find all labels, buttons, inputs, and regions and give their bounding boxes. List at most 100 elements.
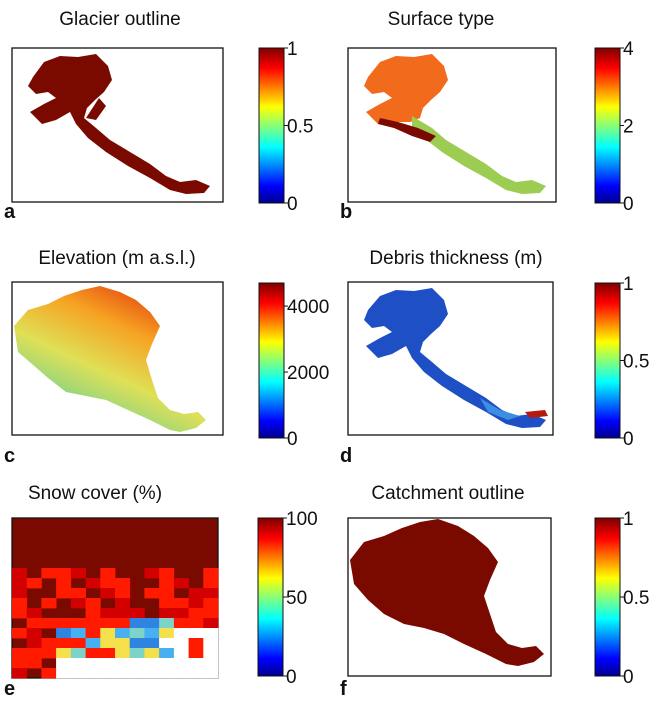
panel-e: Snow cover (%) e 0 50 100 — [4, 483, 318, 700]
snow-cell — [56, 618, 72, 629]
snow-cell — [188, 638, 204, 649]
snow-cell — [188, 588, 204, 599]
panel-f-colorbar-ticks: 00.51 — [620, 509, 649, 688]
snow-cell — [173, 628, 189, 639]
snow-cell — [41, 668, 57, 679]
snow-cell — [12, 608, 28, 619]
snow-cell — [144, 568, 160, 579]
colorbar-tick-label: 4 — [623, 39, 634, 60]
colorbar-tick-label: 0.5 — [287, 117, 313, 138]
snow-cell — [70, 628, 86, 639]
snow-cell — [56, 588, 72, 599]
snow-cell — [41, 598, 57, 609]
snow-cell — [70, 638, 86, 649]
panel-d-letter: d — [340, 445, 352, 467]
panel-f-catchment-map — [350, 519, 544, 666]
panel-b-colorbar — [594, 47, 621, 204]
snow-cell — [12, 598, 28, 609]
panel-b-colorbar-ticks: 0 2 4 — [620, 39, 634, 215]
snow-cell — [173, 598, 189, 609]
snow-cell — [26, 628, 42, 639]
panel-a-colorbar-ticks: 00.51 — [284, 39, 313, 215]
panel-b: Surface type b 0 2 4 — [340, 9, 634, 223]
snow-cell — [159, 658, 175, 669]
panel-c-colorbar — [258, 282, 285, 439]
snow-cell — [85, 618, 101, 629]
snow-cell — [159, 578, 175, 589]
snow-cell — [56, 648, 72, 659]
snow-cell — [203, 638, 219, 649]
snow-cell — [144, 618, 160, 629]
snow-cell — [85, 668, 101, 679]
snow-cell — [144, 638, 160, 649]
snow-cell — [144, 628, 160, 639]
snow-cell — [100, 638, 116, 649]
colorbar-tick-label: 0 — [623, 429, 634, 450]
panel-a-glacier-map — [28, 54, 210, 194]
panel-c-title: Elevation (m a.s.l.) — [38, 248, 195, 269]
snow-cell — [26, 578, 42, 589]
snow-cell — [56, 568, 72, 579]
snow-cell — [100, 658, 116, 669]
snow-cell — [203, 668, 219, 679]
snow-cell — [100, 568, 116, 579]
snow-cell — [188, 658, 204, 669]
snow-cell — [159, 648, 175, 659]
panel-d-title: Debris thickness (m) — [369, 248, 542, 269]
snow-cell — [12, 668, 28, 679]
snow-cell — [159, 568, 175, 579]
snow-cell — [115, 598, 131, 609]
snow-cell — [100, 628, 116, 639]
panel-c-elevation-map — [14, 286, 206, 432]
snow-cell — [41, 568, 57, 579]
snow-cell — [144, 588, 160, 599]
snow-cell — [26, 648, 42, 659]
panel-b-title: Surface type — [388, 9, 495, 30]
snow-cell — [188, 598, 204, 609]
colorbar-tick-label: 1 — [287, 39, 298, 60]
colorbar-tick-label: 1 — [623, 274, 634, 295]
snow-cell — [70, 658, 86, 669]
snow-cell — [100, 608, 116, 619]
panel-f: Catchment outline f 00.51 — [340, 483, 649, 700]
panel-a: Glacier outline a 00.51 — [4, 9, 313, 223]
snow-cell — [188, 608, 204, 619]
colorbar-tick-label: 0 — [286, 667, 297, 688]
snow-cell — [203, 628, 219, 639]
snow-cell — [12, 588, 28, 599]
snow-cell — [159, 608, 175, 619]
snow-cell — [188, 618, 204, 629]
snow-cell — [85, 628, 101, 639]
snow-cell — [115, 618, 131, 629]
panel-f-letter: f — [340, 678, 347, 700]
snow-cell — [115, 648, 131, 659]
colorbar-tick-label: 0 — [623, 667, 634, 688]
snow-cell — [129, 618, 145, 629]
colorbar-tick-label: 0.5 — [623, 588, 649, 609]
snow-cell — [159, 588, 175, 599]
snow-cell — [70, 588, 86, 599]
snow-cell — [26, 608, 42, 619]
snow-cell — [70, 598, 86, 609]
snow-cell — [85, 578, 101, 589]
snow-cell — [100, 578, 116, 589]
snow-cell — [70, 648, 86, 659]
panel-d-colorbar — [594, 282, 621, 439]
snow-cell — [85, 608, 101, 619]
panel-e-snow-map — [12, 568, 219, 679]
snow-cell — [26, 618, 42, 629]
snow-cell — [129, 638, 145, 649]
colorbar-tick-label: 0 — [287, 194, 298, 215]
snow-cell — [203, 658, 219, 669]
panel-f-title: Catchment outline — [371, 483, 524, 504]
snow-cell — [129, 648, 145, 659]
panel-a-letter: a — [4, 201, 16, 223]
snow-cell — [56, 658, 72, 669]
snow-cell — [70, 668, 86, 679]
snow-cell — [144, 668, 160, 679]
snow-cell — [12, 648, 28, 659]
snow-cell — [12, 628, 28, 639]
panel-c-colorbar-ticks: 0 2000 4000 — [284, 297, 329, 450]
snow-cell — [115, 608, 131, 619]
snow-cell — [12, 658, 28, 669]
